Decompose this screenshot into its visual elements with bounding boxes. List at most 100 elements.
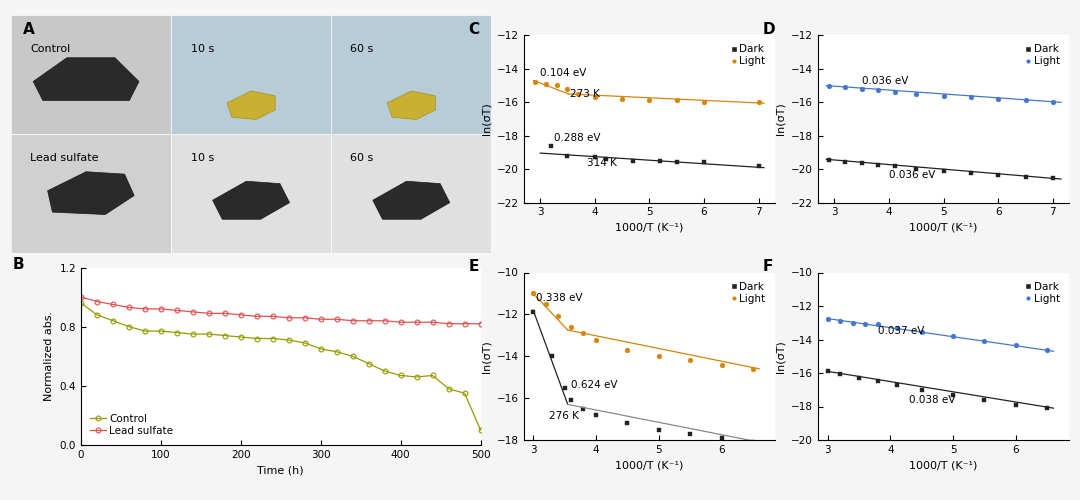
Text: A: A [23,22,35,37]
Bar [171,134,332,252]
X-axis label: 1000/T (K⁻¹): 1000/T (K⁻¹) [616,460,684,470]
Control [347,353,360,359]
Bar [171,15,332,134]
Text: 0.288 eV: 0.288 eV [554,132,600,142]
Lead sulfate [91,298,104,304]
Polygon shape [213,181,289,219]
Lead sulfate [347,318,360,324]
Control [282,337,295,343]
Control [154,328,167,334]
Y-axis label: ln(σT): ln(σT) [482,340,491,372]
Legend: Dark, Light: Dark, Light [1022,278,1064,308]
Lead sulfate [187,309,200,315]
Text: Control: Control [30,44,70,54]
Lead sulfate [474,320,487,326]
Text: D: D [762,22,775,36]
X-axis label: 1000/T (K⁻¹): 1000/T (K⁻¹) [909,223,977,233]
Line: Control: Control [79,300,483,432]
Control [171,330,184,336]
Y-axis label: ln(σT): ln(σT) [482,102,491,135]
Control [410,374,423,380]
Text: 276 K: 276 K [549,411,579,421]
Text: 60 s: 60 s [350,44,373,54]
Text: 0.036 eV: 0.036 eV [889,170,935,180]
Text: B: B [13,257,25,272]
Control [267,336,280,342]
Control [187,331,200,337]
Control [202,331,215,337]
Control [298,340,311,346]
Lead sulfate [458,320,471,326]
Text: 0.036 eV: 0.036 eV [862,76,908,86]
Lead sulfate [75,294,87,300]
Bar [11,134,171,252]
Control [474,427,487,433]
Lead sulfate [427,319,440,325]
Control [442,386,455,392]
Lead sulfate [138,306,151,312]
Control [330,349,343,355]
Polygon shape [388,91,435,120]
Text: 0.038 eV: 0.038 eV [909,395,956,405]
Text: E: E [469,259,478,274]
Y-axis label: ln(σT): ln(σT) [775,102,785,135]
Lead sulfate [171,308,184,314]
Lead sulfate [378,318,391,324]
Polygon shape [373,181,449,219]
X-axis label: 1000/T (K⁻¹): 1000/T (K⁻¹) [909,460,977,470]
Control [122,324,135,330]
Lead sulfate [314,316,327,322]
Lead sulfate [298,315,311,321]
Bar [332,134,491,252]
Y-axis label: ln(σT): ln(σT) [775,340,785,372]
Legend: Control, Lead sulfate: Control, Lead sulfate [86,410,177,440]
Lead sulfate [218,310,231,316]
Text: 273 K: 273 K [570,90,600,100]
Bar [11,15,171,134]
Lead sulfate [154,306,167,312]
Line: Lead sulfate: Lead sulfate [79,294,483,326]
Lead sulfate [394,319,407,325]
Polygon shape [48,172,134,214]
Text: 0.104 eV: 0.104 eV [540,68,586,78]
Text: 0.624 eV: 0.624 eV [571,380,618,390]
Lead sulfate [442,320,455,326]
Control [91,312,104,318]
Text: 314 K: 314 K [586,158,617,168]
Control [362,360,375,366]
Lead sulfate [362,318,375,324]
Text: Lead sulfate: Lead sulfate [30,153,98,163]
Control [427,372,440,378]
Lead sulfate [122,304,135,310]
Control [378,368,391,374]
Lead sulfate [330,316,343,322]
Text: 10 s: 10 s [191,153,214,163]
Lead sulfate [267,314,280,320]
Lead sulfate [251,314,264,320]
Control [218,332,231,338]
Y-axis label: Normalized abs.: Normalized abs. [44,311,54,402]
Text: 0.037 eV: 0.037 eV [878,326,924,336]
Lead sulfate [282,315,295,321]
Text: 10 s: 10 s [191,44,214,54]
Text: F: F [762,259,773,274]
X-axis label: 1000/T (K⁻¹): 1000/T (K⁻¹) [616,223,684,233]
Control [138,328,151,334]
Control [251,336,264,342]
Text: 0.338 eV: 0.338 eV [537,293,583,303]
Control [107,318,120,324]
Lead sulfate [202,310,215,316]
Polygon shape [33,58,139,100]
Control [394,372,407,378]
Bar [332,15,491,134]
Control [75,300,87,306]
Lead sulfate [107,302,120,308]
Text: C: C [469,22,480,36]
Polygon shape [227,91,275,120]
Legend: Dark, Light: Dark, Light [1022,40,1064,70]
Legend: Dark, Light: Dark, Light [727,278,770,308]
Legend: Dark, Light: Dark, Light [727,40,770,70]
Control [234,334,247,340]
X-axis label: Time (h): Time (h) [257,466,305,475]
Control [314,346,327,352]
